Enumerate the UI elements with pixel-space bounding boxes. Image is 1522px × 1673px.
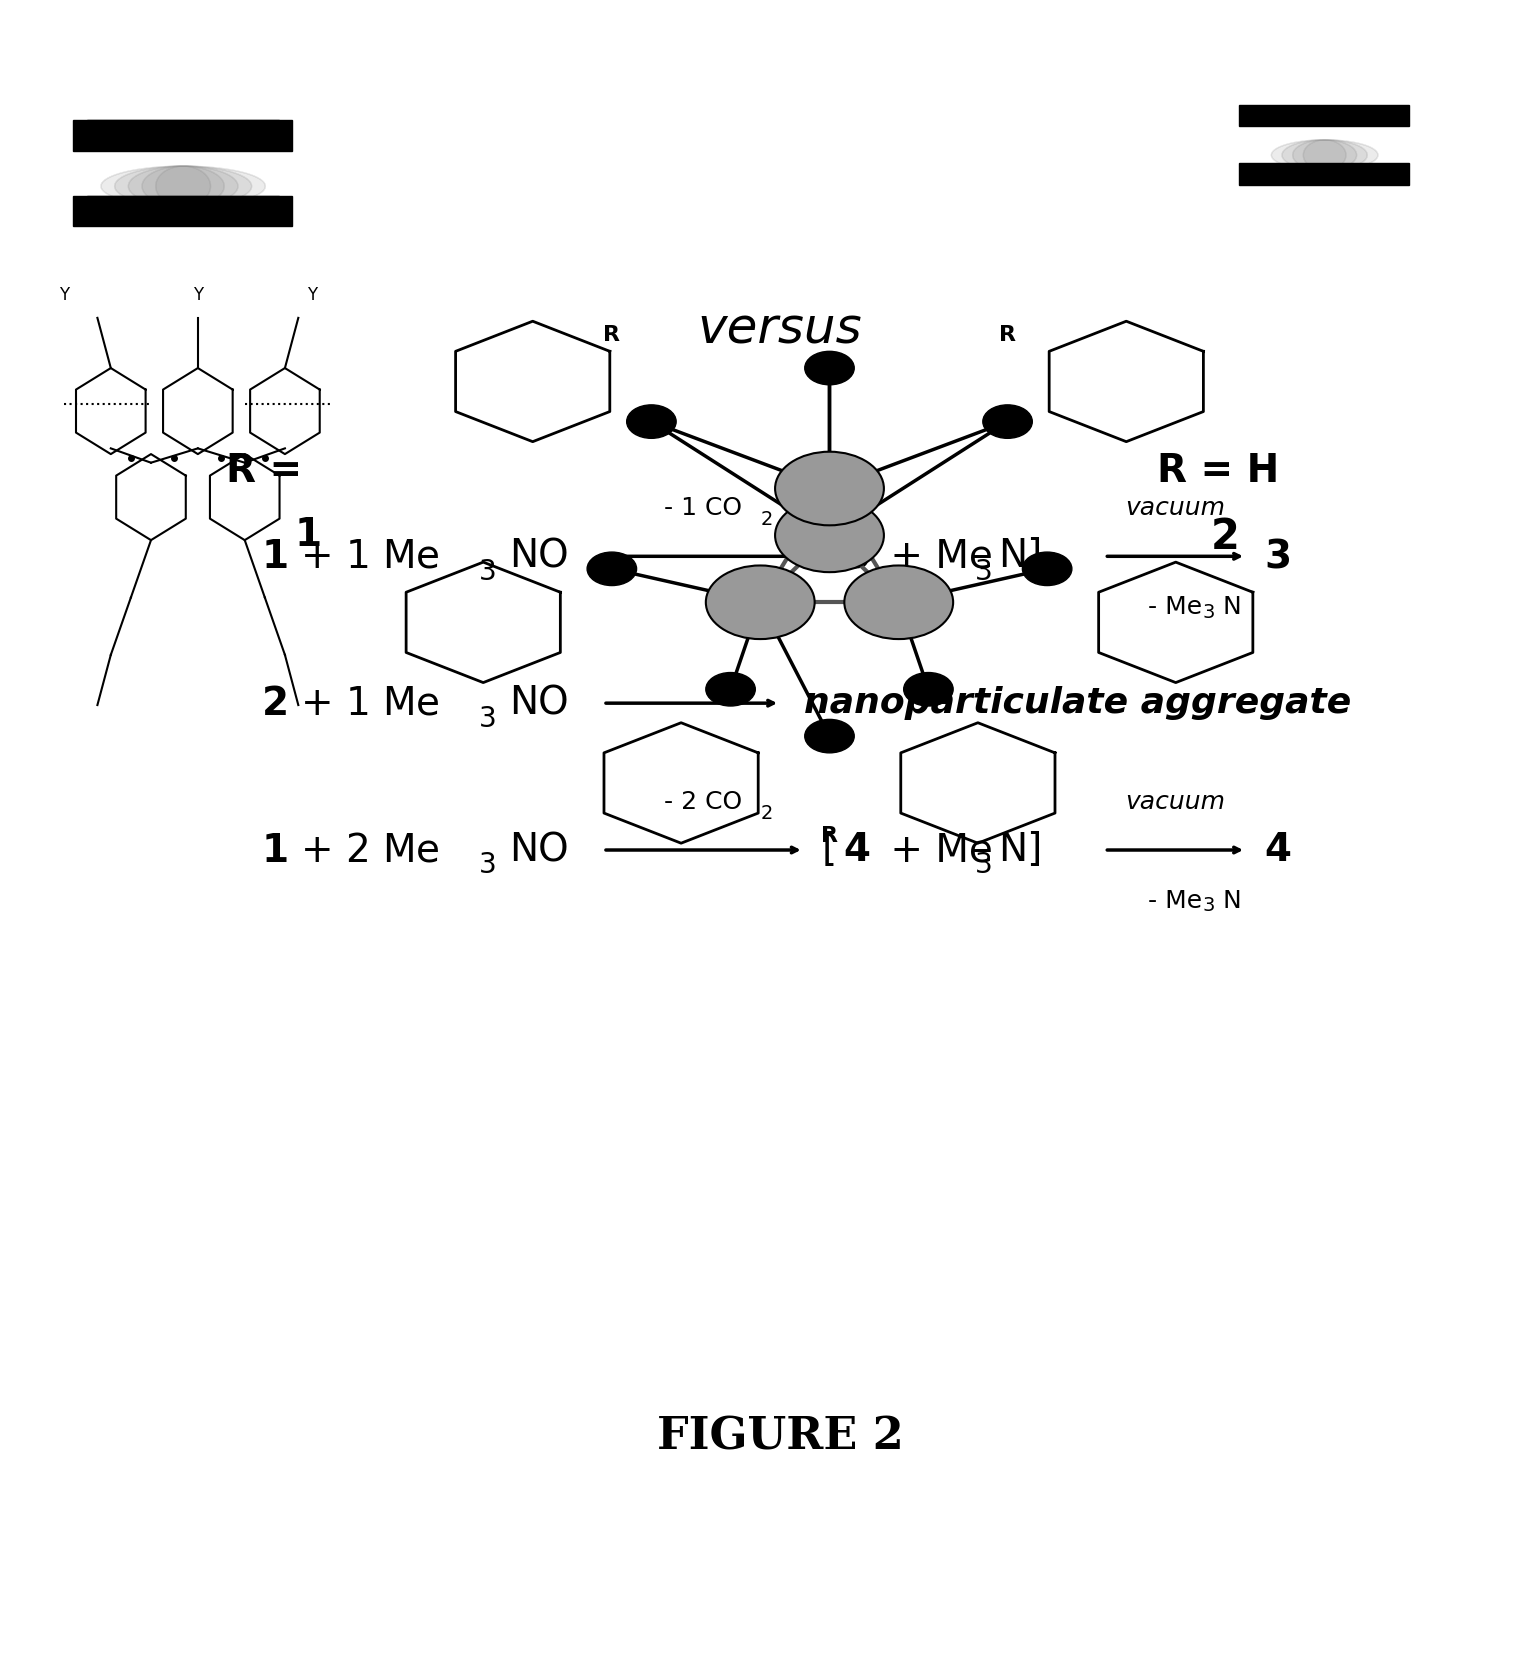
Text: R =: R = [225, 452, 301, 490]
Bar [1239, 164, 1409, 186]
Text: $\mathbf{4}$: $\mathbf{4}$ [1263, 831, 1291, 868]
Text: R: R [998, 325, 1017, 345]
Text: 3: 3 [1202, 602, 1215, 622]
Text: N: N [1222, 888, 1240, 913]
Circle shape [845, 565, 953, 639]
Text: 2: 2 [1210, 517, 1239, 559]
Text: NO: NO [508, 684, 568, 723]
Text: vacuum: vacuum [1125, 497, 1225, 520]
Text: 3: 3 [479, 852, 498, 880]
Circle shape [627, 405, 676, 438]
Text: N]: N] [998, 537, 1043, 576]
Text: - Me: - Me [1148, 888, 1202, 913]
Text: + Me: + Me [878, 831, 992, 868]
Text: vacuum: vacuum [1125, 790, 1225, 815]
Bar [1239, 105, 1409, 127]
Circle shape [805, 351, 854, 385]
Text: - 2 CO: - 2 CO [664, 790, 743, 815]
Text: nanoparticulate aggregate: nanoparticulate aggregate [804, 686, 1352, 719]
Text: Y: Y [306, 286, 317, 303]
Text: FIGURE 2: FIGURE 2 [656, 1415, 904, 1459]
Text: R: R [603, 325, 621, 345]
Text: 3: 3 [479, 704, 498, 733]
Polygon shape [87, 120, 279, 136]
Text: Y: Y [193, 286, 202, 303]
Text: versus: versus [697, 306, 863, 353]
Text: 3: 3 [974, 557, 992, 586]
Circle shape [904, 673, 953, 706]
Circle shape [1023, 552, 1071, 586]
Text: $\mathbf{3}$: $\mathbf{3}$ [1263, 537, 1289, 576]
Text: [: [ [822, 831, 837, 868]
Text: N: N [1222, 596, 1240, 619]
Bar [73, 196, 292, 226]
Circle shape [983, 405, 1032, 438]
Circle shape [587, 552, 636, 586]
Text: + Me: + Me [878, 537, 992, 576]
Text: R: R [820, 826, 839, 847]
Bar [73, 120, 292, 151]
Text: 3: 3 [974, 852, 992, 880]
Text: NO: NO [508, 537, 568, 576]
Text: 2: 2 [761, 510, 773, 529]
Circle shape [775, 499, 884, 572]
Text: 1: 1 [295, 517, 321, 554]
Circle shape [706, 673, 755, 706]
Text: - 1 CO: - 1 CO [665, 497, 743, 520]
Text: 2: 2 [761, 805, 773, 823]
Text: $\mathbf{1}$ + 2 Me: $\mathbf{1}$ + 2 Me [262, 831, 440, 868]
Circle shape [706, 565, 814, 639]
Text: Y: Y [59, 286, 68, 303]
Circle shape [805, 719, 854, 753]
Text: $\mathbf{2}$ + 1 Me: $\mathbf{2}$ + 1 Me [262, 684, 440, 723]
Text: N]: N] [998, 831, 1043, 868]
Circle shape [775, 452, 884, 525]
Text: - Me: - Me [1148, 596, 1202, 619]
Polygon shape [87, 196, 279, 211]
Text: NO: NO [508, 831, 568, 868]
Text: $\mathbf{4}$: $\mathbf{4}$ [843, 831, 869, 868]
Text: [: [ [822, 537, 837, 576]
Text: $\mathbf{1}$ + 1 Me: $\mathbf{1}$ + 1 Me [262, 537, 440, 576]
Text: 3: 3 [1202, 897, 1215, 915]
Text: $\mathbf{3}$: $\mathbf{3}$ [843, 537, 869, 576]
Text: 3: 3 [479, 557, 498, 586]
Text: R = H: R = H [1157, 452, 1280, 490]
